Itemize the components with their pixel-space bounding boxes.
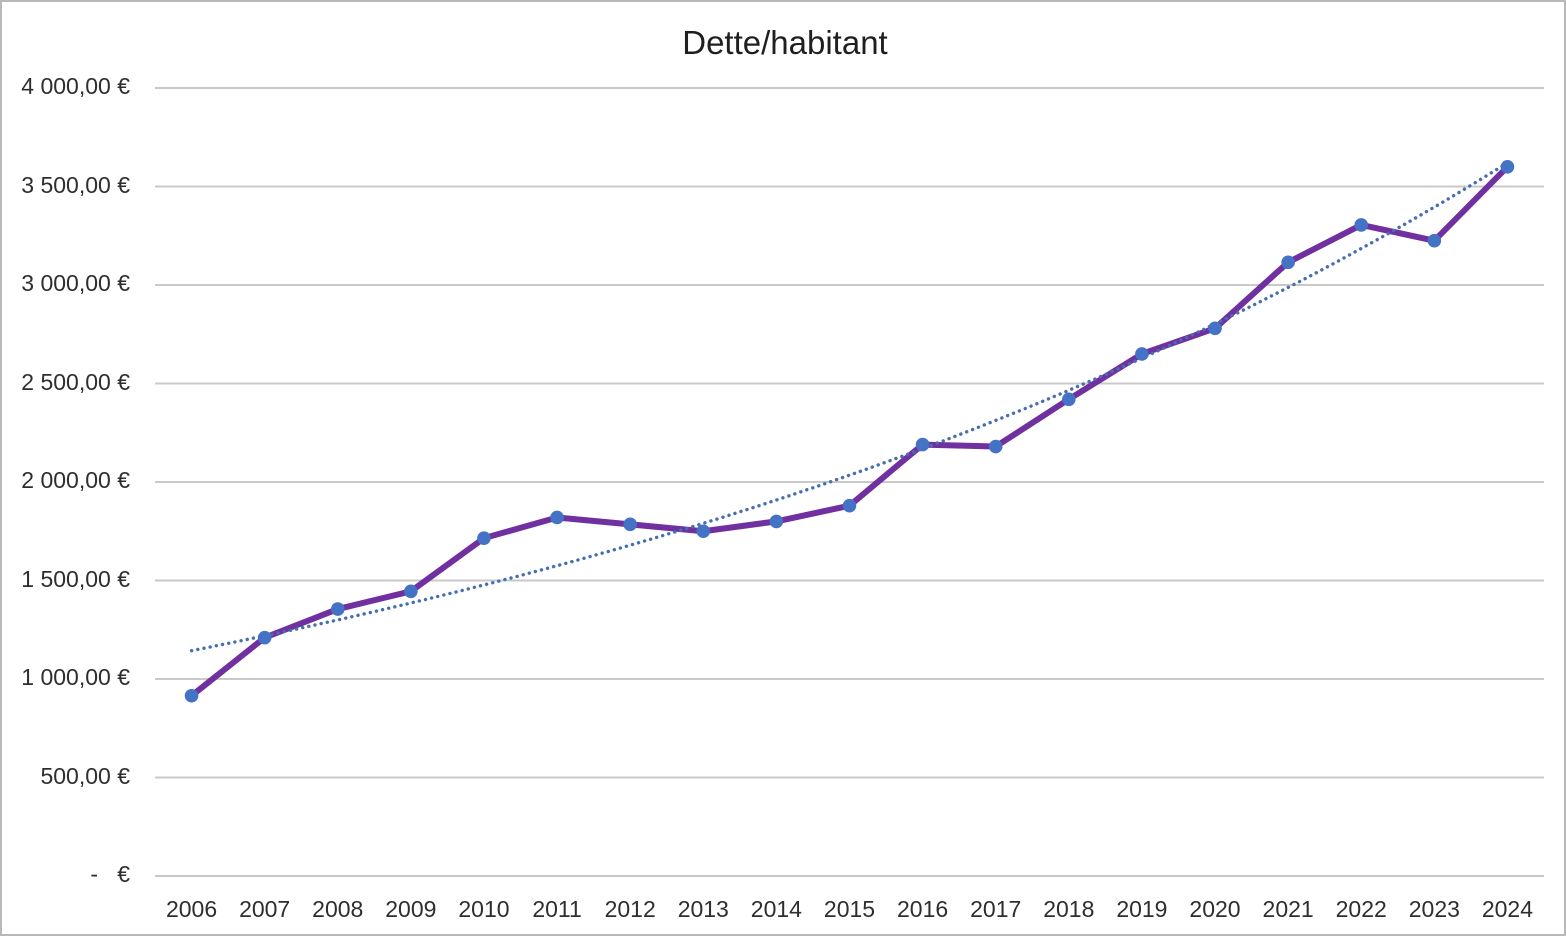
data-point-marker	[769, 514, 784, 529]
x-axis-tick-label: 2023	[1408, 896, 1460, 922]
y-axis-tick-label: - €	[90, 861, 130, 887]
y-axis-tick-label: 3 000,00 €	[21, 270, 130, 296]
data-point-marker	[330, 602, 345, 616]
chart-title: Dette/habitant	[682, 24, 888, 61]
y-axis-tick-label: 2 500,00 €	[21, 368, 130, 395]
data-point-marker	[1500, 160, 1515, 174]
data-point-marker	[842, 498, 857, 513]
data-point-marker	[550, 510, 564, 525]
data-point-marker	[1427, 233, 1442, 248]
x-axis-tick-label: 2020	[1189, 896, 1241, 922]
data-point-marker	[1062, 392, 1076, 407]
x-axis-tick-label: 2009	[385, 896, 437, 922]
x-axis-tick-label: 2013	[677, 896, 729, 922]
x-axis-tick-label: 2006	[165, 896, 218, 922]
x-axis-tick-label: 2017	[970, 896, 1022, 922]
y-axis-tick-label: 4 000,00 €	[21, 73, 130, 99]
y-axis-tick-label: 1 000,00 €	[21, 664, 130, 690]
x-axis-tick-label: 2016	[897, 896, 949, 922]
data-point-marker	[915, 437, 930, 452]
y-axis-tick-label: 500,00 €	[40, 762, 130, 789]
x-axis-tick-label: 2014	[750, 896, 802, 922]
trendline	[189, 161, 1510, 653]
x-axis-tick-label: 2024	[1481, 896, 1534, 922]
x-axis-tick-label: 2022	[1335, 896, 1387, 922]
gridlines	[155, 87, 1544, 877]
x-axis-tick-label: 2018	[1043, 896, 1095, 922]
x-axis-tick-label: 2011	[532, 896, 582, 922]
data-point-marker	[988, 439, 1003, 454]
series-line	[188, 163, 1511, 699]
data-point-marker	[623, 517, 637, 532]
x-axis-tick-label: 2007	[239, 896, 291, 922]
y-axis-tick-label: 2 000,00 €	[21, 467, 130, 493]
x-axis-tick-label: 2015	[823, 896, 876, 922]
data-point-marker	[477, 531, 491, 545]
x-axis-tick-label: 2012	[604, 896, 656, 922]
data-point-marker	[184, 688, 199, 703]
data-point-marker	[404, 584, 418, 599]
data-point-marker	[696, 524, 711, 539]
y-axis-tick-label: 1 500,00 €	[21, 565, 130, 592]
y-axis-tick-label: 3 500,00 €	[21, 171, 130, 198]
x-axis-tick-label: 2019	[1116, 896, 1168, 922]
series-markers	[184, 160, 1515, 703]
x-axis-tick-label: 2008	[312, 896, 364, 922]
data-point-marker	[1281, 255, 1295, 270]
data-point-marker	[257, 630, 272, 645]
x-axis-tick-label: 2021	[1262, 896, 1314, 922]
x-axis-tick-label: 2010	[458, 896, 510, 922]
data-point-marker	[1135, 347, 1149, 361]
data-point-marker	[1208, 321, 1222, 336]
data-point-marker	[1354, 218, 1369, 232]
